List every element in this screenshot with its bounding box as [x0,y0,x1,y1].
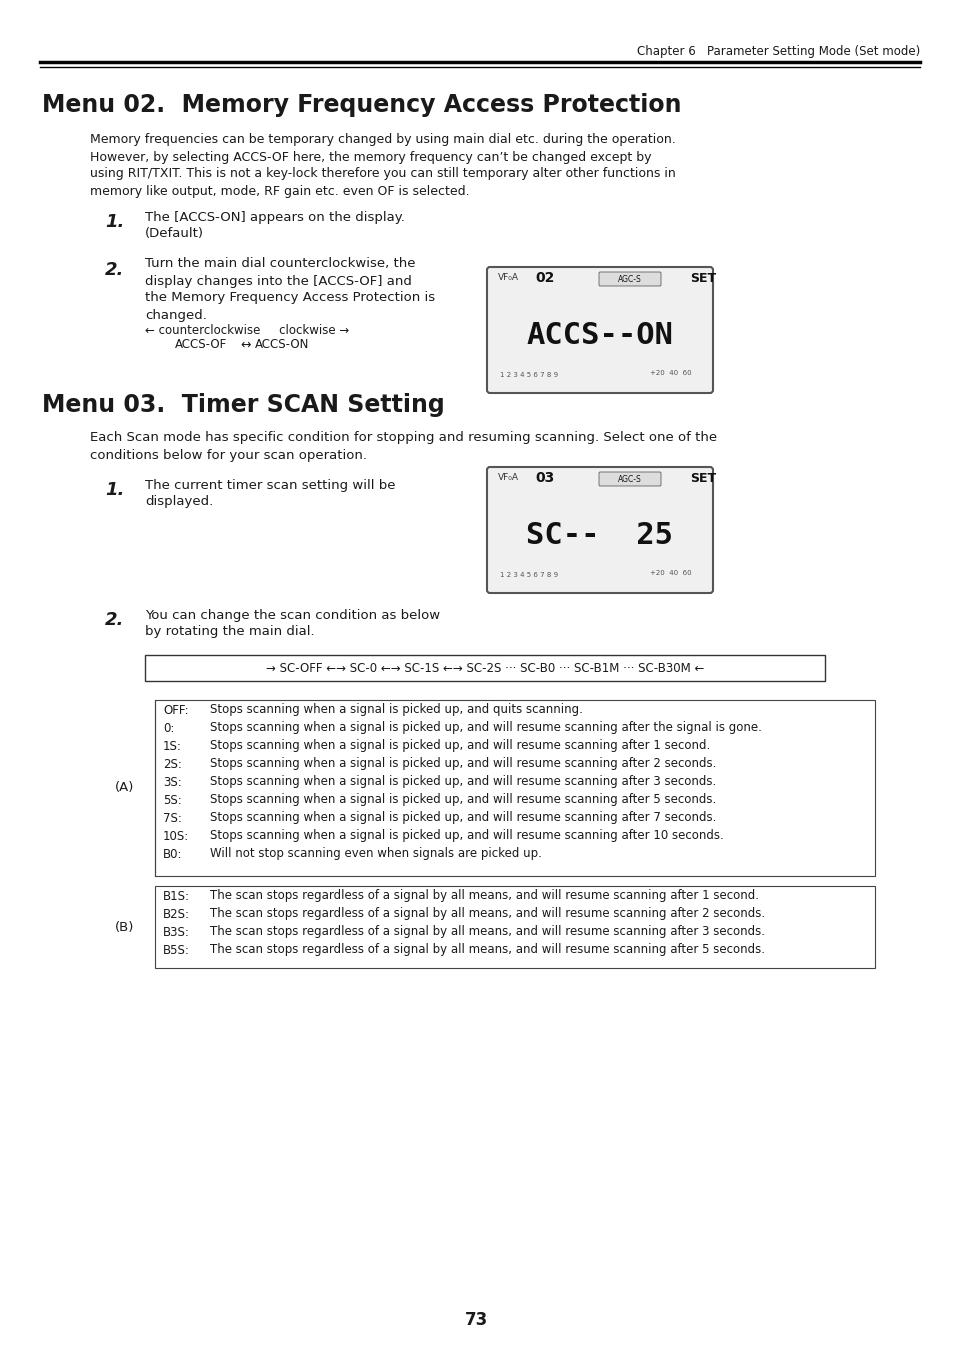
Text: Stops scanning when a signal is picked up, and quits scanning.: Stops scanning when a signal is picked u… [210,704,582,716]
Text: Stops scanning when a signal is picked up, and will resume scanning after 5 seco: Stops scanning when a signal is picked u… [210,793,716,807]
Text: 7S:: 7S: [163,812,182,824]
Text: +20  40  60: +20 40 60 [649,570,691,576]
Text: ACCS-OF: ACCS-OF [174,339,227,351]
Text: 03: 03 [535,471,554,485]
Text: AGC-S: AGC-S [618,274,641,284]
Text: Stops scanning when a signal is picked up, and will resume scanning after 7 seco: Stops scanning when a signal is picked u… [210,812,716,824]
Text: 1S:: 1S: [163,739,182,753]
Text: B2S:: B2S: [163,908,190,920]
Text: B3S:: B3S: [163,925,190,939]
Text: Turn the main dial counterclockwise, the: Turn the main dial counterclockwise, the [145,258,416,270]
Text: 1 2 3 4 5 6 7 8 9: 1 2 3 4 5 6 7 8 9 [499,571,558,578]
Text: (A): (A) [115,781,134,794]
Text: 73: 73 [465,1310,488,1329]
Text: memory like output, mode, RF gain etc. even OF is selected.: memory like output, mode, RF gain etc. e… [90,185,469,197]
Text: by rotating the main dial.: by rotating the main dial. [145,626,314,639]
Text: Each Scan mode has specific condition for stopping and resuming scanning. Select: Each Scan mode has specific condition fo… [90,431,717,444]
Text: ↔: ↔ [240,339,251,351]
Text: display changes into the [ACCS-OF] and: display changes into the [ACCS-OF] and [145,274,412,288]
FancyBboxPatch shape [145,655,824,681]
Text: Stops scanning when a signal is picked up, and will resume scanning after the si: Stops scanning when a signal is picked u… [210,721,761,735]
Text: B5S:: B5S: [163,943,190,957]
Text: ACCS--ON: ACCS--ON [526,320,673,350]
Text: displayed.: displayed. [145,496,213,508]
Text: Memory frequencies can be temporary changed by using main dial etc. during the o: Memory frequencies can be temporary chan… [90,134,675,146]
Text: ← counterclockwise     clockwise →: ← counterclockwise clockwise → [145,323,349,336]
Text: ACCS-ON: ACCS-ON [254,339,309,351]
Text: changed.: changed. [145,308,207,322]
Text: using RIT/TXIT. This is not a key-lock therefore you can still temporary alter o: using RIT/TXIT. This is not a key-lock t… [90,168,675,181]
FancyBboxPatch shape [154,700,874,875]
FancyBboxPatch shape [154,886,874,969]
Text: The scan stops regardless of a signal by all means, and will resume scanning aft: The scan stops regardless of a signal by… [210,943,764,957]
Text: → SC-OFF ←→ SC-0 ←→ SC-1S ←→ SC-2S ··· SC-B0 ··· SC-B1M ··· SC-B30M ←: → SC-OFF ←→ SC-0 ←→ SC-1S ←→ SC-2S ··· S… [266,662,703,674]
Text: 1 2 3 4 5 6 7 8 9: 1 2 3 4 5 6 7 8 9 [499,372,558,378]
Text: Will not stop scanning even when signals are picked up.: Will not stop scanning even when signals… [210,847,541,861]
Text: 1.: 1. [105,481,124,499]
Text: The [ACCS-ON] appears on the display.: The [ACCS-ON] appears on the display. [145,212,404,224]
Text: 2.: 2. [105,611,124,630]
Text: 1.: 1. [105,213,124,231]
Text: 0:: 0: [163,721,174,735]
Text: 2S:: 2S: [163,758,182,770]
Text: (B): (B) [115,920,134,934]
Text: The current timer scan setting will be: The current timer scan setting will be [145,478,395,492]
Text: The scan stops regardless of a signal by all means, and will resume scanning aft: The scan stops regardless of a signal by… [210,908,764,920]
Text: SET: SET [689,471,716,485]
Text: (Default): (Default) [145,227,204,240]
Text: However, by selecting ACCS-OF here, the memory frequency can’t be changed except: However, by selecting ACCS-OF here, the … [90,150,651,163]
Text: Menu 03.  Timer SCAN Setting: Menu 03. Timer SCAN Setting [42,393,444,417]
Text: 2.: 2. [105,261,124,280]
FancyBboxPatch shape [598,471,660,486]
Text: The scan stops regardless of a signal by all means, and will resume scanning aft: The scan stops regardless of a signal by… [210,889,759,902]
Text: VF₀A: VF₀A [497,473,518,482]
Text: Stops scanning when a signal is picked up, and will resume scanning after 10 sec: Stops scanning when a signal is picked u… [210,830,723,843]
Text: 5S:: 5S: [163,793,182,807]
Text: The scan stops regardless of a signal by all means, and will resume scanning aft: The scan stops regardless of a signal by… [210,925,764,939]
FancyBboxPatch shape [486,467,712,593]
Text: conditions below for your scan operation.: conditions below for your scan operation… [90,450,367,462]
Text: Stops scanning when a signal is picked up, and will resume scanning after 2 seco: Stops scanning when a signal is picked u… [210,758,716,770]
Text: +20  40  60: +20 40 60 [649,370,691,376]
Text: the Memory Frequency Access Protection is: the Memory Frequency Access Protection i… [145,292,435,304]
Text: SET: SET [689,272,716,285]
Text: Chapter 6   Parameter Setting Mode (Set mode): Chapter 6 Parameter Setting Mode (Set mo… [636,46,919,58]
Text: VF₀A: VF₀A [497,273,518,282]
Text: Menu 02.  Memory Frequency Access Protection: Menu 02. Memory Frequency Access Protect… [42,93,680,118]
Text: AGC-S: AGC-S [618,474,641,484]
Text: 10S:: 10S: [163,830,189,843]
FancyBboxPatch shape [486,267,712,393]
Text: Stops scanning when a signal is picked up, and will resume scanning after 3 seco: Stops scanning when a signal is picked u… [210,775,716,789]
Text: Stops scanning when a signal is picked up, and will resume scanning after 1 seco: Stops scanning when a signal is picked u… [210,739,709,753]
Text: You can change the scan condition as below: You can change the scan condition as bel… [145,608,439,621]
Text: 02: 02 [535,272,554,285]
Text: 3S:: 3S: [163,775,182,789]
FancyBboxPatch shape [598,272,660,286]
Text: SC--  25: SC-- 25 [526,520,673,550]
Text: B0:: B0: [163,847,182,861]
Text: OFF:: OFF: [163,704,189,716]
Text: B1S:: B1S: [163,889,190,902]
